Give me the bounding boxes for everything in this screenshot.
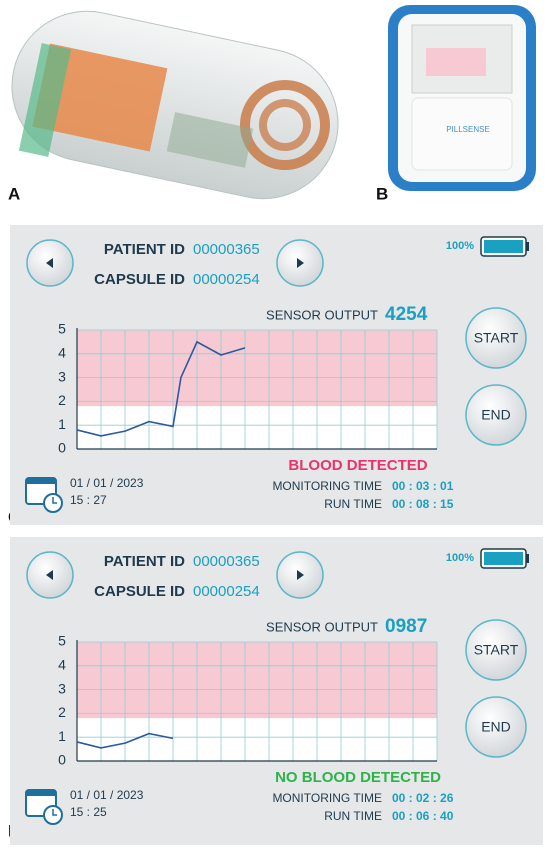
sensor-line [76,732,174,749]
monitoring-time: 00 : 02 : 26 [392,791,454,805]
button-label: START [474,330,519,346]
y-tick-label: 3 [58,680,66,696]
button-circle [465,696,527,758]
button-circle [465,384,527,446]
sensor-output: 4254 [385,304,428,325]
prev-button[interactable] [26,551,74,599]
run-time-label: RUN TIME [324,497,382,511]
end-button[interactable]: END [465,696,527,758]
y-tick-label: 4 [58,657,66,673]
patient-id: 00000365 [193,241,260,258]
sensor-line [76,340,246,437]
battery-fill [484,240,523,253]
battery-tip [526,554,529,563]
clock-hands [52,497,57,504]
battery-level: 100% [446,552,474,564]
sensor-output-label: SENSOR OUTPUT [266,619,378,634]
date: 01 / 01 / 2023 [70,476,144,490]
monitoring-time-label: MONITORING TIME [272,479,382,493]
battery-fill [484,552,523,565]
monitoring-time: 00 : 03 : 01 [392,479,454,493]
button-arrow [46,258,53,268]
y-tick-label: 0 [58,440,66,456]
run-time: 00 : 08 : 15 [392,497,454,511]
figure-label: B [376,184,388,203]
alert-band [77,330,437,407]
date: 01 / 01 / 2023 [70,788,144,802]
button-circle [465,619,527,681]
time: 15 : 27 [70,493,107,507]
patient-id-label: PATIENT ID [104,553,185,570]
calendar-header [26,790,56,796]
y-tick-label: 3 [58,368,66,384]
capsule-id-label: CAPSULE ID [94,583,185,600]
y-tick-label: 1 [58,728,66,744]
y-tick-label: 5 [58,633,66,649]
button-arrow [297,570,304,580]
time: 15 : 25 [70,805,107,819]
status: BLOOD DETECTED [288,457,427,474]
patient-id-label: PATIENT ID [104,241,185,258]
alert-band [77,642,437,719]
y-tick-label: 4 [58,345,66,361]
button-arrow [46,570,53,580]
y-tick-label: 2 [58,704,66,720]
sensor-output: 0987 [385,616,427,637]
capsule-id: 00000254 [193,583,260,600]
run-time: 00 : 06 : 40 [392,809,454,823]
monitor-panel: PATIENT ID 00000365 CAPSULE ID 00000254 100%… [10,225,543,525]
next-button[interactable] [276,551,324,599]
status: NO BLOOD DETECTED [275,769,441,786]
button-label: END [481,407,511,423]
clock-hands [52,809,57,816]
device-brand: PILLSENSE [446,125,490,134]
end-button[interactable]: END [465,384,527,446]
capsule-photo [11,10,339,200]
button-label: END [481,719,511,735]
run-time-label: RUN TIME [324,809,382,823]
calendar-header [26,478,56,484]
button-arrow [297,258,304,268]
button-label: START [474,642,519,658]
prev-button[interactable] [26,239,74,287]
y-tick-label: 1 [58,416,66,432]
start-button[interactable]: START [465,307,527,369]
sensor-output-label: SENSOR OUTPUT [266,307,378,322]
device-photo: PILLSENSE [388,5,536,191]
capsule-id: 00000254 [193,271,260,288]
next-button[interactable] [276,239,324,287]
y-tick-label: 2 [58,392,66,408]
start-button[interactable]: START [465,619,527,681]
battery-tip [526,242,529,251]
figure-label: A [8,184,20,203]
capsule-id-label: CAPSULE ID [94,271,185,288]
y-tick-label: 0 [58,752,66,768]
y-tick-label: 5 [58,321,66,337]
battery-level: 100% [446,240,474,252]
button-circle [465,307,527,369]
monitoring-time-label: MONITORING TIME [272,791,382,805]
patient-id: 00000365 [193,553,260,570]
monitor-panel: PATIENT ID 00000365 CAPSULE ID 00000254 100%… [10,537,543,845]
